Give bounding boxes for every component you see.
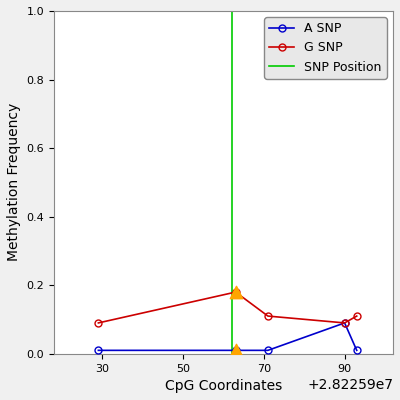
A SNP	[96, 348, 101, 353]
X-axis label: CpG Coordinates: CpG Coordinates	[165, 379, 282, 393]
G SNP	[96, 320, 101, 325]
Legend: A SNP, G SNP, SNP Position: A SNP, G SNP, SNP Position	[264, 17, 387, 79]
Point	[232, 347, 239, 354]
Line: A SNP: A SNP	[95, 320, 360, 354]
G SNP	[266, 314, 270, 318]
G SNP	[342, 320, 347, 325]
Point	[232, 289, 239, 295]
A SNP	[354, 348, 359, 353]
G SNP	[233, 290, 238, 294]
G SNP	[354, 314, 359, 318]
A SNP	[342, 320, 347, 325]
A SNP	[266, 348, 270, 353]
Y-axis label: Methylation Frequency: Methylation Frequency	[7, 103, 21, 262]
Line: G SNP: G SNP	[95, 288, 360, 326]
A SNP	[233, 348, 238, 353]
